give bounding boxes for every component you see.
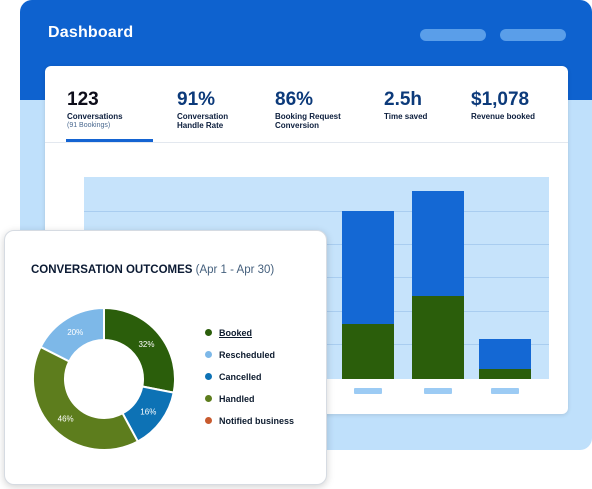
legend-item-notified-business[interactable]: Notified business (205, 416, 294, 426)
donut-label-rescheduled: 20% (67, 328, 83, 337)
legend-label: Cancelled (219, 372, 262, 382)
dashboard-title: Dashboard (48, 24, 134, 41)
bar-1-upper[interactable] (342, 211, 394, 324)
bar-1-lower[interactable] (342, 324, 394, 379)
x-axis-tick-label (424, 388, 452, 394)
bar-2-upper[interactable] (412, 191, 464, 296)
stat-value: 86% (275, 89, 314, 110)
stat-label: Revenue booked (471, 112, 536, 121)
stat-value: 123 (67, 89, 99, 110)
outcomes-date-range: (Apr 1 - Apr 30) (195, 264, 275, 276)
stat-label: Booking Request Conversion (275, 112, 341, 130)
stat-booking-conversion[interactable]: 86% Booking Request Conversion (275, 89, 355, 131)
x-axis-tick-label (491, 388, 519, 394)
legend-label: Handled (219, 394, 255, 404)
outcomes-donut-chart: 32% 16% 46% 20% (32, 306, 176, 451)
stats-divider (45, 142, 568, 143)
donut-slice-rescheduled[interactable] (39, 306, 105, 363)
stat-conversations[interactable]: 123 Conversations (91 Bookings) (67, 90, 123, 130)
header-placeholder-button-2[interactable] (500, 29, 566, 41)
legend-dot (205, 329, 212, 337)
chart-gridline (84, 211, 549, 212)
header-placeholder-button-1[interactable] (420, 29, 486, 41)
stat-value: 2.5h (384, 89, 423, 110)
donut-label-cancelled: 16% (140, 408, 156, 417)
outcomes-title: CONVERSATION OUTCOMES (Apr 1 - Apr 30) (31, 264, 274, 276)
legend-label: Notified business (219, 416, 295, 426)
stat-handle-rate[interactable]: 91% Conversation Handle Rate (177, 89, 247, 131)
legend-dot (205, 417, 212, 425)
outcomes-title-text: CONVERSATION OUTCOMES (31, 264, 193, 276)
legend-item-booked[interactable]: Booked (205, 328, 252, 338)
stat-value: 91% (177, 89, 216, 110)
legend-dot (205, 351, 212, 359)
legend-item-handled[interactable]: Handled (205, 394, 255, 404)
stat-sublabel: (91 Bookings) (67, 122, 111, 129)
stat-label: Time saved (384, 112, 428, 121)
legend-dot (205, 395, 212, 403)
bar-3-lower[interactable] (479, 369, 531, 379)
legend-item-rescheduled[interactable]: Rescheduled (205, 350, 275, 360)
stat-value: $1,078 (471, 89, 530, 110)
bar-3-upper[interactable] (479, 339, 531, 369)
legend-label: Booked (219, 328, 253, 338)
stat-revenue[interactable]: $1,078 Revenue booked (471, 89, 536, 122)
legend-item-cancelled[interactable]: Cancelled (205, 372, 262, 382)
donut-slice-booked[interactable] (103, 306, 176, 394)
bar-2-lower[interactable] (412, 296, 464, 379)
donut-slice-handled[interactable] (32, 345, 140, 451)
active-stat-indicator (66, 139, 153, 142)
donut-label-booked: 32% (138, 340, 154, 349)
stat-time-saved[interactable]: 2.5h Time saved (384, 89, 428, 122)
donut-label-handled: 46% (58, 414, 74, 423)
legend-label: Rescheduled (219, 350, 276, 360)
x-axis-tick-label (354, 388, 382, 394)
legend-dot (205, 373, 212, 381)
stat-label: Conversations (67, 112, 123, 121)
stat-label: Conversation Handle Rate (177, 112, 229, 130)
